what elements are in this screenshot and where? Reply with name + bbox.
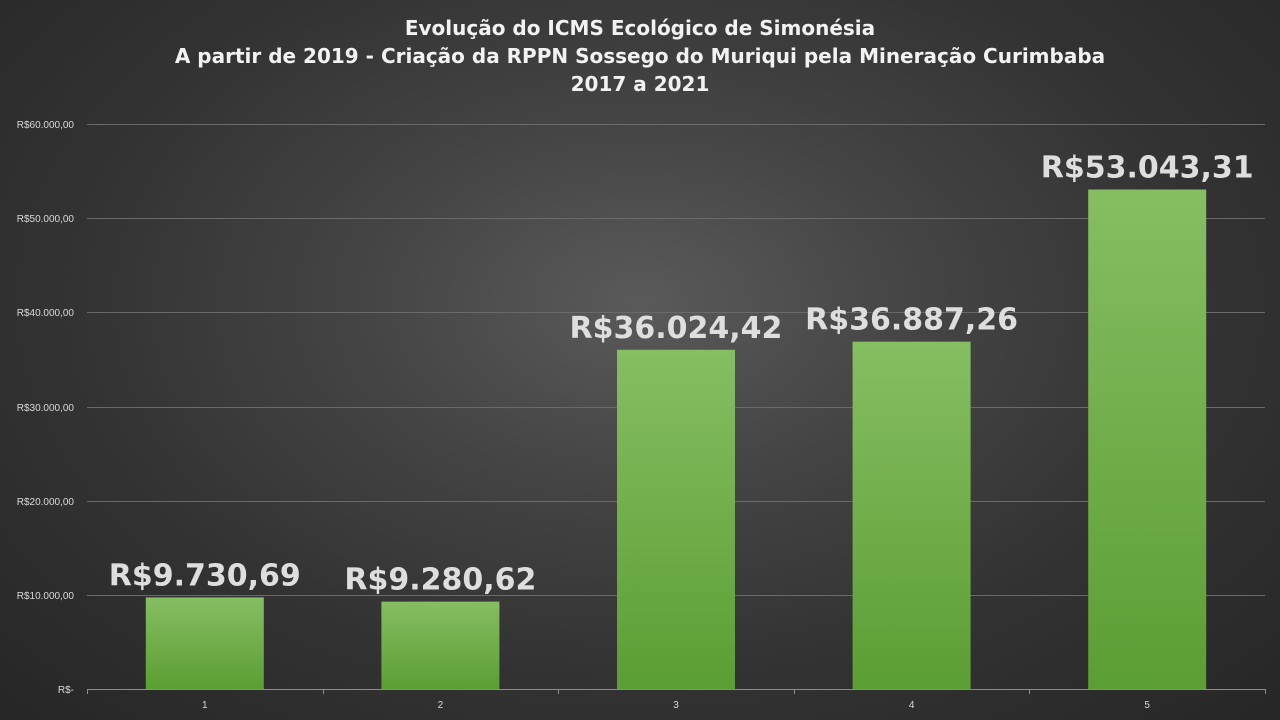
y-tick-label: R$10.000,00 [17,591,75,602]
axes: R$- R$10.000,00 R$20.000,00 R$30.000,00 R$40… [17,120,1266,711]
bar [145,597,264,689]
x-tick-label: 3 [673,700,679,711]
x-tick-label: 4 [909,700,915,711]
x-tick-label: 2 [438,700,444,711]
x-tick-label: 5 [1144,700,1150,711]
bar [1088,189,1207,689]
y-tick-label: R$30.000,00 [17,403,75,414]
x-tick-label: 1 [202,700,208,711]
y-tick-label: R$60.000,00 [17,120,75,131]
chart-title-line-2: A partir de 2019 - Criação da RPPN Sosse… [174,44,1106,68]
y-tick-label: R$40.000,00 [17,308,75,319]
y-tick-label: R$20.000,00 [17,497,75,508]
bar-data-label: R$9.730,69 [109,558,301,593]
gridlines [87,124,1265,596]
y-tick-label: R$- [58,685,74,696]
bar [852,341,971,689]
chart-title: Evolução do ICMS Ecológico de Simonésia … [0,14,1280,98]
bar-data-label: R$36.024,42 [570,311,783,346]
bar-data-label: R$53.043,31 [1041,151,1254,186]
chart-title-line-3: 2017 a 2021 [570,72,710,96]
data-labels: R$9.730,69 R$9.280,62 R$36.024,42 R$36.887,… [109,151,1254,598]
bar [381,601,500,689]
bar-data-label: R$36.887,26 [805,303,1018,338]
y-tick-label: R$50.000,00 [17,214,75,225]
bar-data-label: R$9.280,62 [344,563,536,598]
bars [145,189,1207,689]
bar [617,349,735,689]
chart-title-line-1: Evolução do ICMS Ecológico de Simonésia [404,16,876,40]
